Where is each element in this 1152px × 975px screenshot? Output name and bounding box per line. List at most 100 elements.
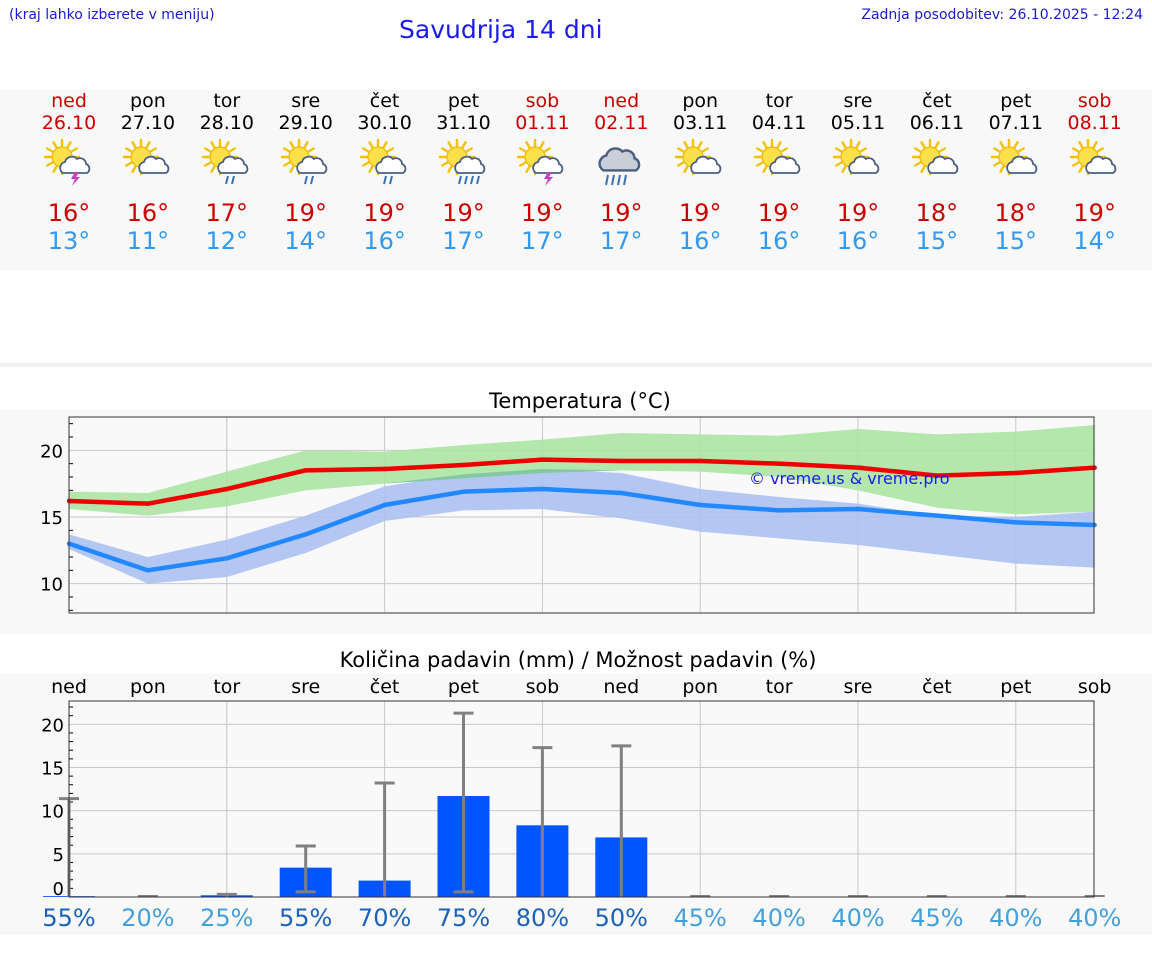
temperature-chart: Temperatura (°C) 10 15 20 © vreme.us & vreme… (40, 389, 1097, 614)
sun-ray (145, 141, 151, 149)
precip-probability: 50% (595, 904, 648, 932)
cloud-shape (769, 155, 801, 174)
cloud-shape (1006, 155, 1038, 174)
precip-probability: 40% (831, 904, 884, 932)
day-date: 31.10 (436, 112, 491, 134)
rain-drop (463, 175, 468, 185)
max-temp-line-point (1013, 470, 1018, 476)
sun-ray (835, 161, 843, 167)
y-tick-label: 10 (41, 802, 64, 823)
day-name: pet (447, 90, 480, 112)
cloud-shape (848, 155, 880, 174)
max-temp-line-point (855, 465, 861, 470)
forecast-day: čet 30.10 19° 16° (345, 90, 425, 255)
plot-frame (68, 416, 1095, 614)
temp-max: 19° (442, 199, 485, 227)
temp-max: 19° (678, 199, 722, 227)
sun-ray (677, 147, 685, 153)
precip-probability: 40% (1068, 904, 1121, 932)
sun-ray (1096, 147, 1104, 153)
min-temp-line-point (619, 490, 624, 496)
sun-ray (446, 165, 453, 173)
x-category-label: pet (448, 676, 479, 698)
forecast-day: sob 01.11 19° 17° (502, 90, 582, 255)
cloud-shape (374, 155, 406, 174)
sun-ray (149, 147, 157, 153)
sun-ray (367, 141, 374, 149)
sun-ray (913, 161, 922, 167)
min-temp-line-point (145, 568, 151, 573)
sun-ray (1091, 141, 1098, 149)
min-temp-line-point (382, 502, 387, 508)
precip-probability: 45% (674, 904, 727, 932)
sun-ray (131, 141, 137, 149)
x-category-label: pon (682, 676, 718, 698)
forecast-day: pon 27.10 16° 11° (108, 90, 188, 255)
day-name: čet (922, 90, 952, 112)
temp-min: 12° (205, 227, 249, 255)
cloud-shape (295, 155, 327, 174)
sun-ray (361, 147, 370, 153)
y-tick-label: 20 (41, 715, 64, 736)
sun-ray (756, 161, 764, 167)
sun-cloud-rain-icon (280, 138, 327, 185)
sun-cloud-icon (990, 138, 1038, 176)
sun-ray (920, 165, 926, 173)
rain-drop (617, 174, 622, 186)
forecast-day: sre 05.11 19° 16° (818, 90, 898, 255)
cloud-shape (690, 155, 722, 174)
sun-ray (999, 141, 1005, 149)
y-tick-label: 15 (40, 508, 63, 529)
rain-drop (469, 175, 474, 185)
sun-ray (835, 147, 843, 153)
max-temp-line-point (145, 501, 151, 506)
min-temp-line-point (855, 506, 861, 512)
x-category-label: sre (291, 676, 320, 698)
max-temp-line-point (1092, 465, 1097, 470)
forecast-day: tor 28.10 17° 12° (187, 90, 267, 255)
sun-ray (920, 141, 926, 149)
temp-max: 19° (600, 199, 643, 227)
cloud (59, 155, 91, 174)
watermark: © vreme.us & vreme.pro (749, 469, 950, 488)
day-name: sob (525, 90, 560, 112)
temp-max: 19° (363, 199, 406, 227)
sun-ray (464, 147, 473, 153)
cloud (690, 155, 722, 174)
precipitation-chart: Količina padavin (mm) / Možnost padavin … (41, 648, 1121, 932)
sun-ray (855, 141, 861, 149)
sun-ray (282, 161, 291, 167)
cloud-shape (927, 155, 959, 174)
max-temp-line-point (303, 468, 308, 473)
sun-ray (288, 165, 295, 173)
sun-ray (1077, 165, 1084, 173)
sun-ray (228, 147, 236, 153)
max-temp-line-point (619, 458, 624, 464)
cloud (295, 155, 327, 174)
cloud-shape (598, 147, 641, 172)
cloud-shape (453, 155, 485, 174)
sun-ray (66, 141, 72, 149)
cloud (453, 155, 485, 174)
sun-ray (992, 147, 1001, 153)
lightning (544, 172, 554, 186)
temp-max: 19° (1073, 199, 1116, 227)
day-date: 29.10 (278, 112, 333, 134)
plot-area (69, 701, 1094, 897)
sun-ray (224, 141, 230, 149)
x-category-label: tor (213, 676, 240, 698)
day-date: 08.11 (1067, 112, 1122, 134)
sun-ray (762, 141, 768, 149)
sun-ray (46, 161, 54, 167)
menu-hint: (kraj lahko izberete v meniju) (9, 7, 215, 23)
day-name: čet (369, 90, 400, 112)
max-temp-line-point (461, 462, 466, 468)
sun-cloud-icon (122, 138, 170, 176)
sun-ray (999, 165, 1005, 173)
sun-ray (683, 141, 689, 149)
sun-ray (131, 165, 137, 173)
day-date: 05.11 (830, 112, 886, 134)
max-temp-line-point (540, 457, 545, 462)
temp-min: 14° (1073, 227, 1116, 255)
temp-max: 16° (47, 199, 91, 227)
